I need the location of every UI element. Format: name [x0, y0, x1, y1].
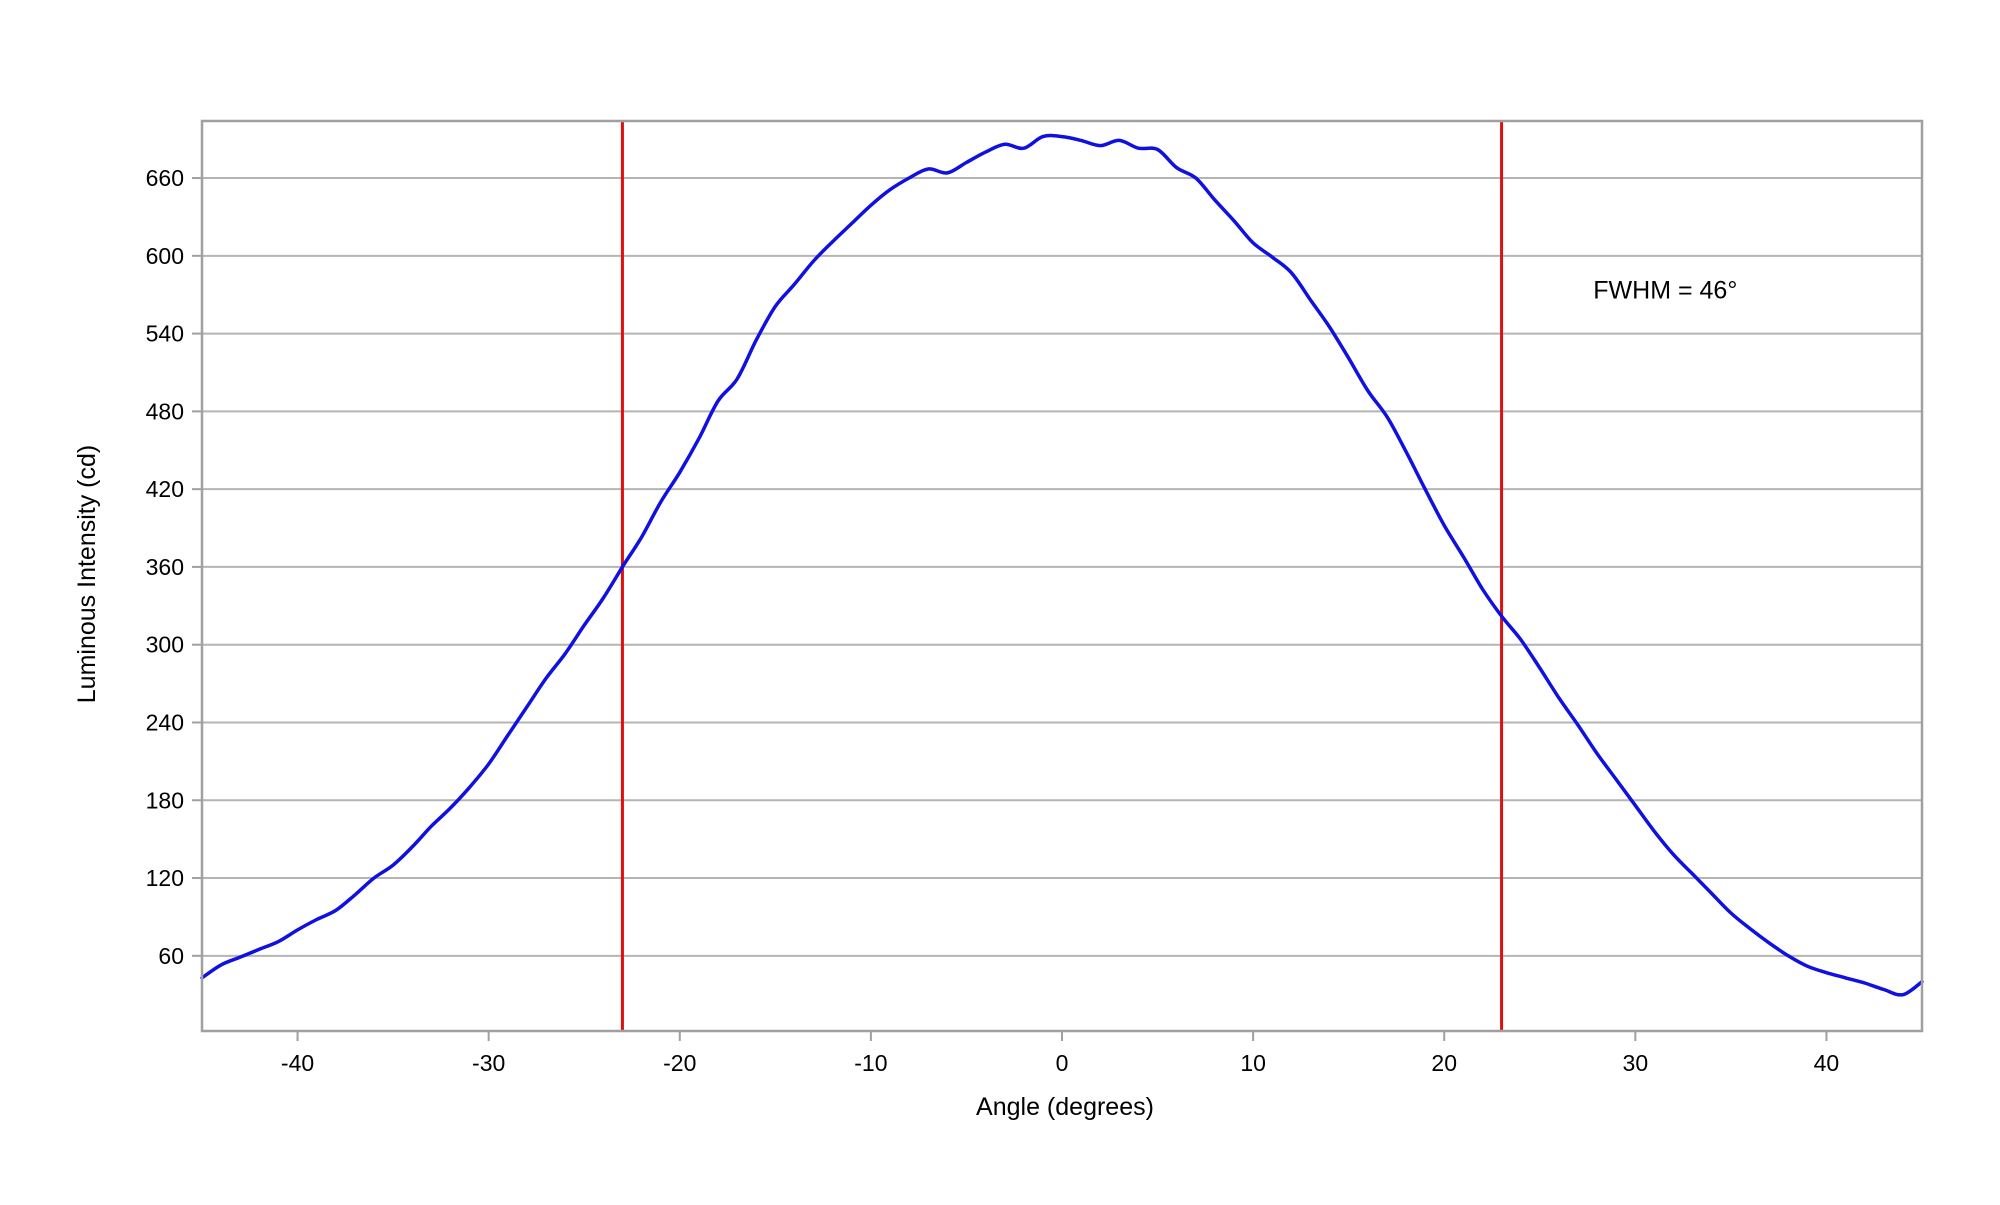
x-axis-ticks: -40 -30 -20 -10 0 10 20 30 40 — [281, 1031, 1839, 1076]
series-line-1 — [200, 133, 1924, 997]
x-tick-label: -40 — [281, 1050, 314, 1076]
y-axis-ticks: 60 120 180 240 300 360 420 480 540 600 660 — [146, 165, 202, 969]
y-tick-label: 540 — [146, 321, 184, 347]
y-tick-label: 360 — [146, 554, 184, 580]
y-tick-label: 180 — [146, 787, 184, 813]
x-tick-label: 0 — [1056, 1050, 1069, 1076]
x-axis-title: Angle (degrees) — [976, 1093, 1154, 1121]
y-tick-label: 420 — [146, 476, 184, 502]
y-tick-label: 60 — [158, 943, 184, 969]
y-tick-label: 120 — [146, 865, 184, 891]
x-tick-label: 30 — [1623, 1050, 1649, 1076]
x-tick-label: -30 — [472, 1050, 505, 1076]
annotations: FWHM = 46° — [1593, 277, 1737, 305]
x-tick-label: -10 — [854, 1050, 887, 1076]
grid-lines — [202, 177, 1922, 957]
y-tick-label: 240 — [146, 709, 184, 735]
x-tick-label: 10 — [1240, 1050, 1266, 1076]
y-tick-label: 600 — [146, 243, 184, 269]
y-tick-label: 480 — [146, 398, 184, 424]
x-tick-label: 20 — [1431, 1050, 1457, 1076]
y-tick-label: 300 — [146, 632, 184, 658]
fwhm-annotation: FWHM = 46° — [1593, 277, 1737, 305]
fwhm-marker-lines — [620, 121, 1504, 1031]
series-layer — [200, 133, 1924, 997]
y-tick-label: 660 — [146, 165, 184, 191]
y-axis-title: Luminous Intensity (cd) — [73, 445, 101, 703]
x-tick-label: 40 — [1814, 1050, 1840, 1076]
x-tick-label: -20 — [663, 1050, 696, 1076]
